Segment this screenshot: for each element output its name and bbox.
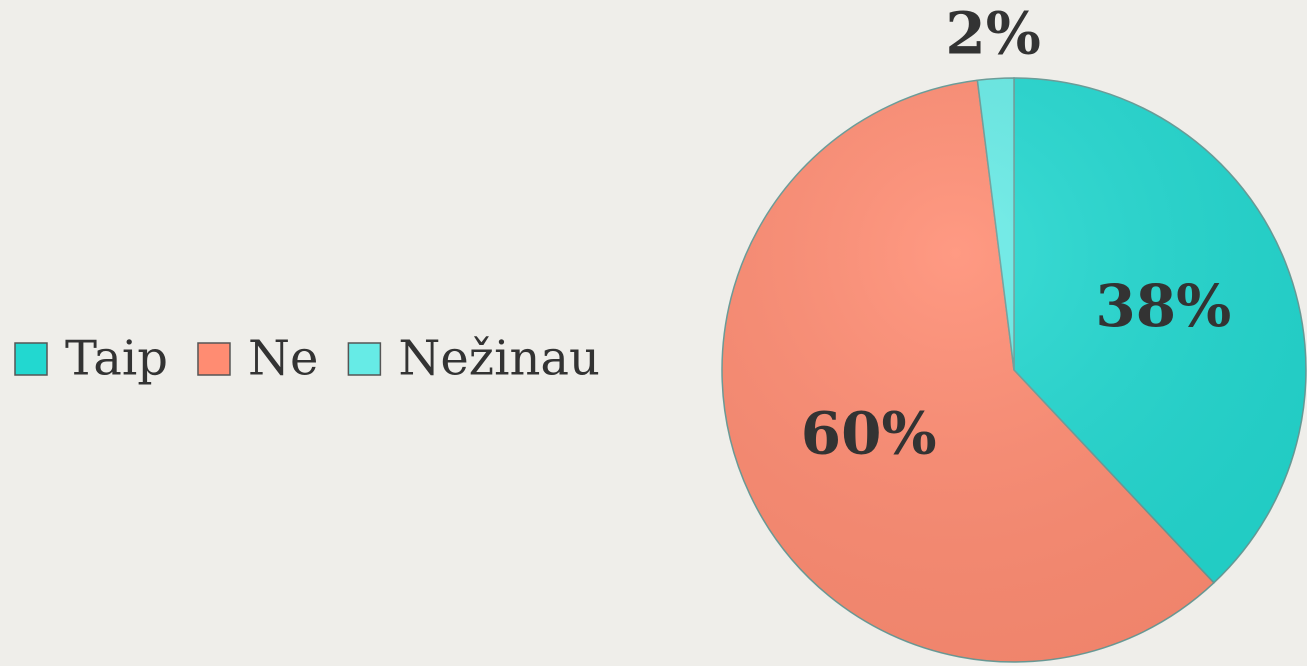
value-label: 60% [801,399,937,467]
legend-swatch [347,342,382,376]
labels: 38% 60% 2% [801,0,1231,467]
legend-label: Nežinau [398,331,600,387]
value-label: 2% [945,0,1040,68]
legend-swatch [14,342,48,376]
pie [721,77,1307,663]
legend-label: Ne [248,331,318,387]
legend: Taip Ne Nežinau [14,331,600,387]
value-label: 38% [1095,272,1231,340]
legend-label: Taip [65,331,168,387]
legend-swatch [197,342,231,376]
